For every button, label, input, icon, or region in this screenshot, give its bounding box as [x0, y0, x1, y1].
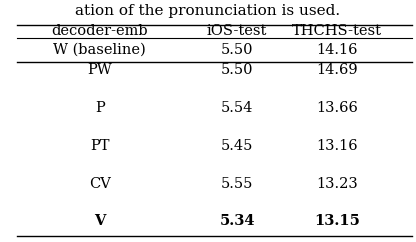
- Text: 14.16: 14.16: [316, 43, 358, 57]
- Text: 5.54: 5.54: [221, 101, 253, 115]
- Text: 5.50: 5.50: [221, 43, 253, 57]
- Text: decoder-emb: decoder-emb: [52, 24, 148, 38]
- Text: THCHS-test: THCHS-test: [292, 24, 382, 38]
- Text: 5.55: 5.55: [221, 177, 253, 191]
- Text: 5.45: 5.45: [221, 139, 253, 153]
- Text: ation of the pronunciation is used.: ation of the pronunciation is used.: [75, 4, 341, 18]
- Text: 13.15: 13.15: [314, 214, 360, 228]
- Text: 5.50: 5.50: [221, 63, 253, 77]
- Text: PW: PW: [87, 63, 112, 77]
- Text: PT: PT: [90, 139, 109, 153]
- Text: V: V: [94, 214, 106, 228]
- Text: 13.16: 13.16: [316, 139, 358, 153]
- Text: 13.66: 13.66: [316, 101, 358, 115]
- Text: W (baseline): W (baseline): [54, 43, 146, 57]
- Text: P: P: [95, 101, 105, 115]
- Text: 5.34: 5.34: [219, 214, 255, 228]
- Text: 13.23: 13.23: [316, 177, 358, 191]
- Text: iOS-test: iOS-test: [207, 24, 267, 38]
- Text: 14.69: 14.69: [316, 63, 358, 77]
- Text: CV: CV: [89, 177, 111, 191]
